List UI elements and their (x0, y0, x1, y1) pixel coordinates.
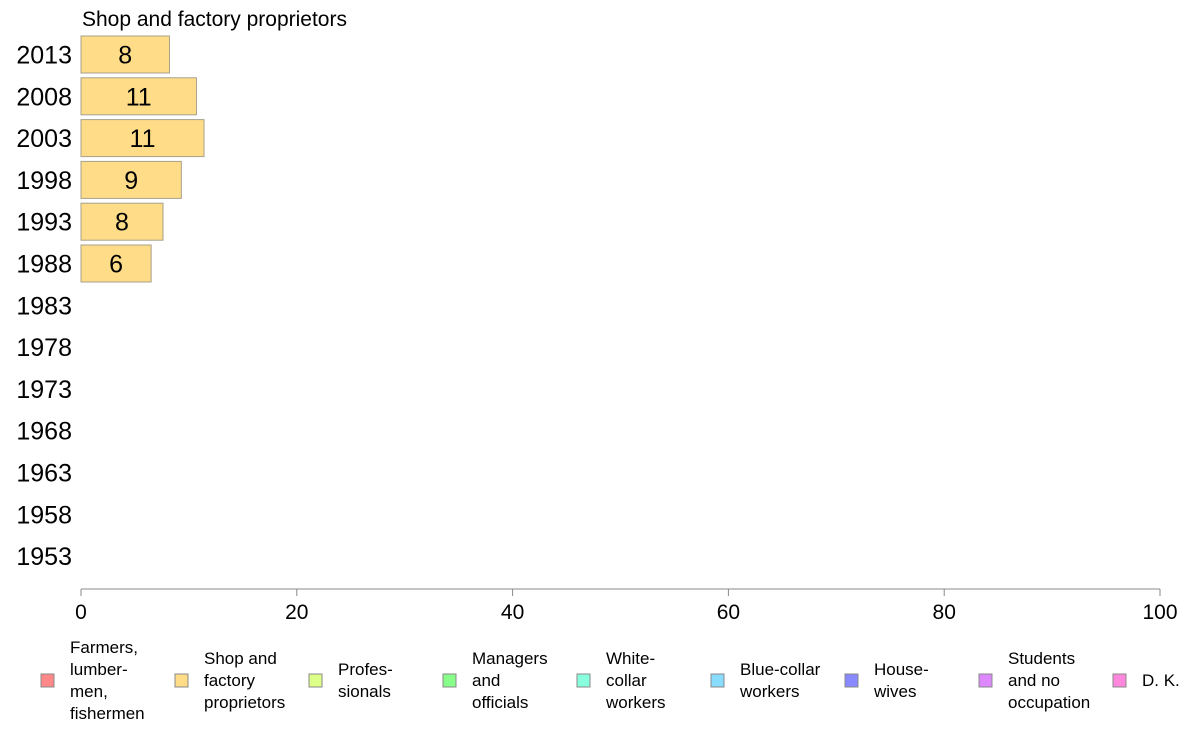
year-label-1998: 1998 (16, 167, 72, 195)
legend-label-line: Farmers, (70, 638, 138, 657)
legend-label-4: White-collar workers (605, 649, 666, 712)
legend-label-line: D. K. (1142, 671, 1180, 690)
year-label-1958: 1958 (16, 501, 72, 529)
legend-label-8: D. K. (1142, 671, 1180, 690)
year-label-1978: 1978 (16, 334, 72, 362)
year-label-1973: 1973 (16, 376, 72, 404)
x-tick-label-80: 80 (933, 601, 956, 624)
legend-swatch-8 (1112, 673, 1127, 688)
legend-label-5: Blue-collar workers (739, 660, 821, 701)
year-label-1968: 1968 (16, 418, 72, 446)
legend-label-line: and (472, 671, 500, 690)
x-tick-label-0: 0 (75, 601, 87, 624)
legend-label-line: collar (606, 671, 647, 690)
legend-label-line: House- (874, 660, 929, 679)
legend-label-2: Profes-sionals (338, 660, 393, 701)
legend-swatch-0 (40, 673, 55, 688)
legend-label-line: Blue-collar (740, 660, 821, 679)
bars-group: 8 11 11 9 8 6 (80, 35, 205, 283)
x-tick-label-100: 100 (1142, 601, 1177, 624)
bar-value-label-1998: 9 (124, 167, 138, 195)
legend-swatch-5 (710, 673, 725, 688)
bar-2013 (80, 35, 170, 74)
legend-label-line: occupation (1008, 693, 1090, 712)
legend-swatch-4 (576, 673, 591, 688)
year-label-2008: 2008 (16, 83, 72, 111)
bar-2003 (80, 119, 205, 158)
legend-label-line: workers (605, 693, 666, 712)
legend-label-3: Managers and officials (472, 649, 548, 712)
legend: Farmers, lumber-men, fishermen Shop and fact… (40, 638, 1180, 723)
legend-label-line: Profes- (338, 660, 393, 679)
bar-value-label-2013: 8 (118, 42, 132, 70)
legend-label-line: Shop and (204, 649, 277, 668)
year-label-1963: 1963 (16, 460, 72, 488)
legend-label-line: workers (739, 682, 800, 701)
year-label-1988: 1988 (16, 251, 72, 279)
legend-label-line: fishermen (70, 704, 145, 723)
legend-label-line: wives (873, 682, 917, 701)
x-axis: 0 20 40 60 80 100 (75, 588, 1178, 624)
x-tick-label-40: 40 (501, 601, 524, 624)
chart-title: Shop and factory proprietors (82, 8, 347, 31)
legend-swatch-7 (978, 673, 993, 688)
legend-label-line: men, (70, 682, 108, 701)
legend-label-1: Shop and factory proprietors (204, 649, 285, 712)
legend-swatch-1 (174, 673, 189, 688)
legend-label-line: and no (1008, 671, 1060, 690)
bar-value-label-1993: 8 (115, 209, 129, 237)
legend-label-line: proprietors (204, 693, 285, 712)
legend-label-line: Managers (472, 649, 548, 668)
legend-swatch-3 (442, 673, 457, 688)
x-tick-label-20: 20 (285, 601, 308, 624)
bar-1988 (80, 244, 152, 283)
bar-value-label-2008: 11 (126, 83, 152, 111)
bar-1998 (80, 160, 182, 199)
bar-value-label-2003: 11 (130, 125, 156, 153)
legend-label-line: officials (472, 693, 528, 712)
year-label-2013: 2013 (16, 42, 72, 70)
bar-value-label-1988: 6 (109, 251, 123, 279)
year-label-1993: 1993 (16, 209, 72, 237)
legend-label-line: White- (606, 649, 655, 668)
year-label-1953: 1953 (16, 543, 72, 571)
year-label-1983: 1983 (16, 292, 72, 320)
legend-label-line: factory (204, 671, 256, 690)
legend-label-0: Farmers, lumber-men, fishermen (70, 638, 145, 723)
year-labels: 2013 2008 2003 1998 1993 1988 1983 1978 1973 1968… (16, 42, 72, 572)
bar-1993 (80, 202, 164, 241)
legend-label-line: sionals (338, 682, 391, 701)
legend-swatch-6 (844, 673, 859, 688)
x-tick-label-60: 60 (717, 601, 740, 624)
legend-label-line: lumber- (70, 660, 128, 679)
legend-label-7: Students and no occupation (1008, 649, 1090, 712)
legend-label-line: Students (1008, 649, 1075, 668)
year-label-2003: 2003 (16, 125, 72, 153)
bar-2008 (80, 77, 197, 116)
legend-swatch-2 (308, 673, 323, 688)
legend-label-6: House-wives (873, 660, 929, 701)
